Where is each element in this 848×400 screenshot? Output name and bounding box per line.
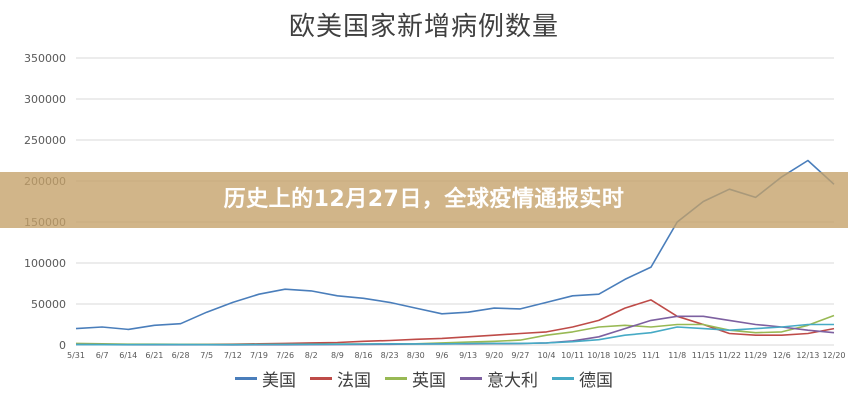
chart-legend: 美国 法国 英国 意大利 德国 — [0, 366, 848, 391]
x-axis-ticks: 5/31 6/7 6/14 6/21 6/28 7/5 7/12 7/19 7/26 8/2 8/9… — [67, 351, 846, 360]
x-tick-label: 8/23 — [381, 351, 399, 360]
legend-swatch — [552, 377, 574, 380]
x-tick-label: 6/21 — [145, 351, 163, 360]
legend-swatch — [385, 377, 407, 380]
x-tick-label: 6/14 — [119, 351, 137, 360]
series-line-4 — [75, 323, 834, 346]
x-tick-label: 6/7 — [96, 351, 109, 360]
x-tick-label: 10/18 — [587, 351, 610, 360]
y-tick-label: 350000 — [24, 52, 66, 65]
x-tick-label: 9/13 — [459, 351, 477, 360]
legend-label: 德国 — [579, 371, 613, 391]
x-tick-label: 6/28 — [172, 351, 190, 360]
legend-item-3: 意大利 — [460, 366, 538, 391]
x-tick-label: 11/29 — [744, 351, 767, 360]
x-tick-label: 9/6 — [435, 351, 448, 360]
x-tick-label: 11/8 — [668, 351, 686, 360]
headline-banner: 历史上的12月27日，全球疫情通报实时 — [0, 172, 848, 228]
x-tick-label: 11/1 — [642, 351, 660, 360]
legend-label: 意大利 — [487, 371, 538, 391]
x-tick-label: 10/4 — [537, 351, 555, 360]
y-tick-label: 0 — [59, 339, 66, 352]
y-tick-label: 250000 — [24, 134, 66, 147]
x-tick-label: 9/27 — [511, 351, 529, 360]
legend-label: 美国 — [262, 371, 296, 391]
legend-item-4: 德国 — [552, 366, 613, 391]
y-tick-label: 100000 — [24, 257, 66, 270]
x-tick-label: 7/26 — [276, 351, 294, 360]
y-tick-label: 50000 — [31, 298, 66, 311]
x-tick-label: 7/19 — [250, 351, 268, 360]
legend-swatch — [235, 377, 257, 380]
x-tick-label: 8/30 — [407, 351, 425, 360]
line-chart: 0500001000001500002000002500003000003500… — [24, 52, 846, 360]
x-tick-label: 5/31 — [67, 351, 85, 360]
x-tick-label: 8/9 — [331, 351, 344, 360]
headline-text: 历史上的12月27日，全球疫情通报实时 — [223, 187, 625, 212]
x-tick-label: 12/13 — [796, 351, 819, 360]
x-tick-label: 8/2 — [305, 351, 318, 360]
legend-item-0: 美国 — [235, 366, 296, 391]
y-tick-label: 300000 — [24, 93, 66, 106]
series-line-1 — [75, 299, 835, 346]
x-tick-label: 11/15 — [692, 351, 715, 360]
legend-label: 英国 — [412, 371, 446, 391]
x-tick-label: 10/25 — [613, 351, 636, 360]
legend-item-1: 法国 — [310, 366, 371, 391]
x-tick-label: 12/6 — [773, 351, 791, 360]
series-lines — [75, 159, 835, 346]
x-tick-label: 12/20 — [822, 351, 845, 360]
x-tick-label: 7/12 — [224, 351, 242, 360]
legend-swatch — [460, 377, 482, 380]
chart-title: 欧美国家新增病例数量 — [288, 12, 559, 42]
x-tick-label: 8/16 — [355, 351, 373, 360]
legend-label: 法国 — [337, 371, 371, 391]
x-tick-label: 7/5 — [200, 351, 213, 360]
x-tick-label: 9/20 — [485, 351, 503, 360]
x-tick-label: 10/11 — [561, 351, 584, 360]
legend-swatch — [310, 377, 332, 380]
x-tick-label: 11/22 — [718, 351, 741, 360]
legend-item-2: 英国 — [385, 366, 446, 391]
